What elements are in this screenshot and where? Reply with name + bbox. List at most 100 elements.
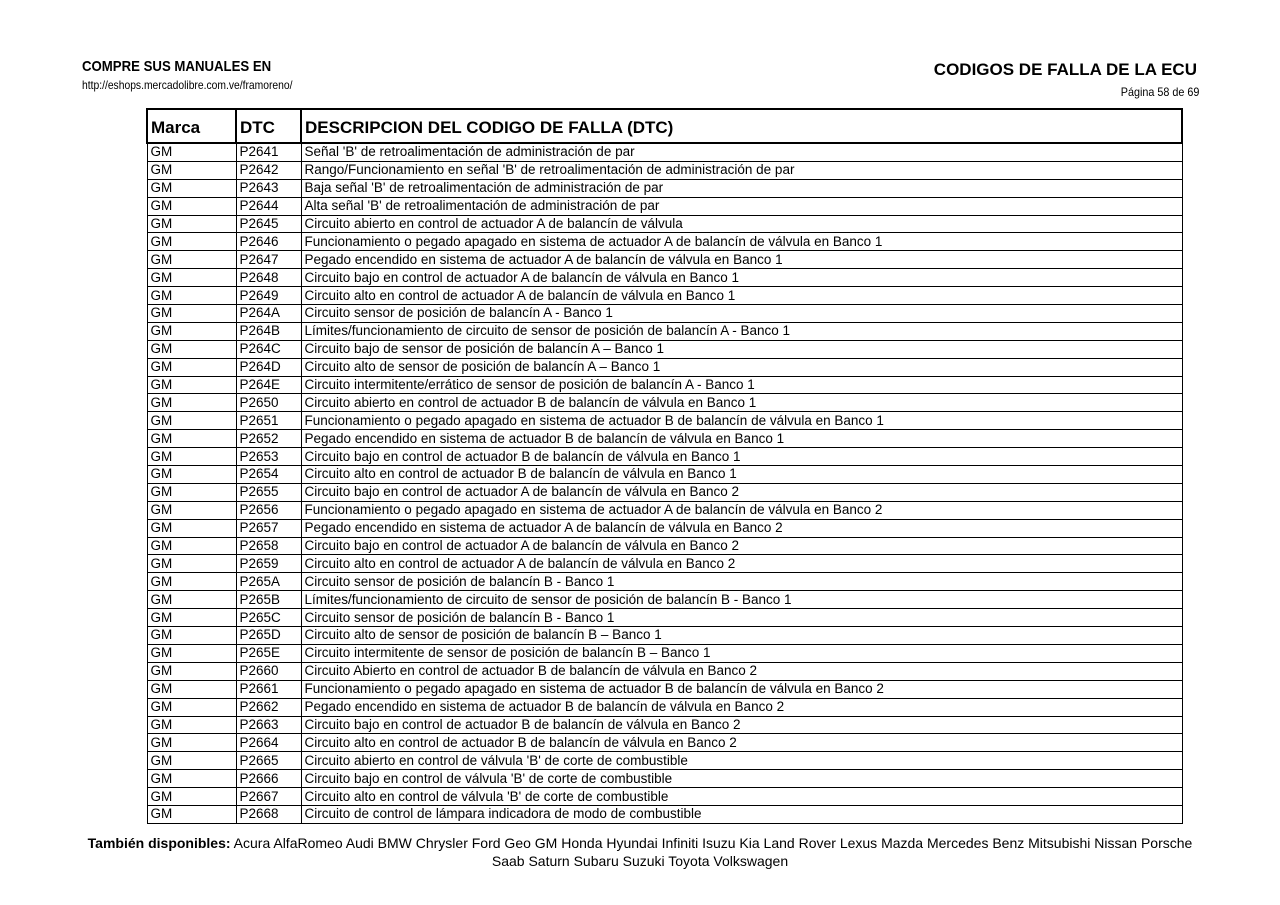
dtc-cell: P2658 bbox=[235, 536, 302, 556]
table-row: GM P2646 Funcionamiento o pegado apagado e… bbox=[146, 232, 1183, 252]
marca-cell: GM bbox=[146, 268, 237, 288]
description-cell: Circuito alto de sensor de posición de b… bbox=[300, 357, 1183, 377]
table-row: GM P2660 Circuito Abierto en control de ac… bbox=[146, 661, 1183, 681]
table-row: GM P2667 Circuito alto en control de válvu… bbox=[146, 787, 1183, 806]
table-row: GM P2652 Pegado encendido en sistema de ac… bbox=[146, 429, 1183, 449]
description-cell: Circuito Abierto en control de actuador … bbox=[300, 661, 1183, 681]
description-cell: Circuito alto en control de actuador B d… bbox=[300, 733, 1183, 753]
dtc-cell: P2660 bbox=[235, 661, 302, 681]
description-cell: Circuito abierto en control de actuador … bbox=[300, 214, 1183, 234]
description-cell: Baja señal 'B' de retroalimentación de a… bbox=[300, 178, 1183, 198]
dtc-cell: P2643 bbox=[235, 178, 302, 198]
dtc-cell: P2667 bbox=[235, 787, 302, 806]
page-number: Página 58 de 69 bbox=[1120, 85, 1199, 99]
marca-cell: GM bbox=[146, 804, 237, 824]
description-cell: Circuito alto en control de actuador B d… bbox=[300, 465, 1183, 484]
dtc-cell: P264E bbox=[235, 375, 302, 395]
dtc-cell: P2642 bbox=[235, 160, 302, 180]
description-cell: Circuito bajo en control de actuador B d… bbox=[300, 447, 1183, 467]
description-cell: Circuito bajo de sensor de posición de b… bbox=[300, 339, 1183, 359]
description-cell: Límites/funcionamiento de circuito de se… bbox=[300, 321, 1183, 341]
dtc-cell: P2644 bbox=[235, 196, 302, 216]
table-row: GM P2664 Circuito alto en control de actua… bbox=[146, 733, 1183, 753]
table-row: GM P2650 Circuito abierto en control de ac… bbox=[146, 393, 1183, 413]
description-cell: Circuito bajo en control de actuador B d… bbox=[300, 715, 1183, 735]
table-row: GM P2656 Funcionamiento o pegado apagado e… bbox=[146, 500, 1183, 520]
description-cell: Circuito alto de sensor de posición de b… bbox=[300, 626, 1183, 645]
table-row: GM P265D Circuito alto de sensor de posici… bbox=[146, 626, 1183, 645]
marca-cell: GM bbox=[146, 357, 237, 377]
marca-cell: GM bbox=[146, 429, 237, 449]
description-cell: Funcionamiento o pegado apagado en siste… bbox=[300, 232, 1183, 252]
table-row: GM P2666 Circuito bajo en control de válvu… bbox=[146, 769, 1183, 789]
dtc-cell: P2648 bbox=[235, 268, 302, 288]
description-cell: Funcionamiento o pegado apagado en siste… bbox=[300, 500, 1183, 520]
table-row: GM P264E Circuito intermitente/errático de… bbox=[146, 375, 1183, 395]
marca-cell: GM bbox=[146, 572, 237, 592]
marca-cell: GM bbox=[146, 500, 237, 520]
table-row: GM P264C Circuito bajo de sensor de posici… bbox=[146, 339, 1183, 359]
description-cell: Circuito intermitente de sensor de posic… bbox=[300, 643, 1183, 663]
description-cell: Circuito alto en control de válvula 'B' … bbox=[300, 787, 1183, 806]
table-row: GM P2657 Pegado encendido en sistema de ac… bbox=[146, 518, 1183, 538]
footer: También disponibles: Acura AlfaRomeo Aud… bbox=[80, 834, 1200, 870]
store-url: http://eshops.mercadolibre.com.ve/framor… bbox=[82, 78, 293, 92]
marca-cell: GM bbox=[146, 339, 237, 359]
description-cell: Funcionamiento o pegado apagado en siste… bbox=[300, 679, 1183, 699]
marca-cell: GM bbox=[146, 697, 237, 717]
dtc-cell: P264B bbox=[235, 321, 302, 341]
dtc-cell: P264D bbox=[235, 357, 302, 377]
table-row: GM P2651 Funcionamiento o pegado apagado e… bbox=[146, 411, 1183, 431]
dtc-cell: P265A bbox=[235, 572, 302, 592]
dtc-cell: P265E bbox=[235, 643, 302, 663]
description-cell: Circuito alto en control de actuador A d… bbox=[300, 554, 1183, 574]
dtc-cell: P2646 bbox=[235, 232, 302, 252]
description-cell: Circuito bajo en control de actuador A d… bbox=[300, 482, 1183, 502]
table-row: GM P2668 Circuito de control de lámpara in… bbox=[146, 804, 1183, 824]
dtc-cell: P265B bbox=[235, 590, 302, 610]
marca-cell: GM bbox=[146, 751, 237, 771]
table-row: GM P2642 Rango/Funcionamiento en señal 'B'… bbox=[146, 160, 1183, 180]
marca-cell: GM bbox=[146, 733, 237, 753]
table-row: GM P2641 Señal 'B' de retroalimentación de… bbox=[146, 142, 1183, 162]
description-cell: Pegado encendido en sistema de actuador … bbox=[300, 697, 1183, 717]
description-cell: Circuito bajo en control de actuador A d… bbox=[300, 268, 1183, 288]
table-header-row: Marca DTC DESCRIPCION DEL CODIGO DE FALL… bbox=[146, 108, 1183, 144]
description-cell: Circuito bajo en control de válvula 'B' … bbox=[300, 769, 1183, 789]
table-row: GM P265A Circuito sensor de posición de ba… bbox=[146, 572, 1183, 592]
dtc-cell: P2662 bbox=[235, 697, 302, 717]
dtc-cell: P2656 bbox=[235, 500, 302, 520]
marca-cell: GM bbox=[146, 447, 237, 467]
header-description: DESCRIPCION DEL CODIGO DE FALLA (DTC) bbox=[300, 108, 1183, 144]
marca-cell: GM bbox=[146, 375, 237, 395]
description-cell: Circuito abierto en control de válvula '… bbox=[300, 751, 1183, 771]
description-cell: Señal 'B' de retroalimentación de admini… bbox=[300, 142, 1183, 162]
dtc-cell: P2661 bbox=[235, 679, 302, 699]
marca-cell: GM bbox=[146, 536, 237, 556]
dtc-cell: P2666 bbox=[235, 769, 302, 789]
marca-cell: GM bbox=[146, 787, 237, 806]
marca-cell: GM bbox=[146, 304, 237, 323]
description-cell: Pegado encendido en sistema de actuador … bbox=[300, 429, 1183, 449]
dtc-cell: P265C bbox=[235, 608, 302, 628]
marca-cell: GM bbox=[146, 643, 237, 663]
description-cell: Circuito sensor de posición de balancín … bbox=[300, 572, 1183, 592]
description-cell: Funcionamiento o pegado apagado en siste… bbox=[300, 411, 1183, 431]
table-row: GM P2654 Circuito alto en control de actua… bbox=[146, 465, 1183, 484]
table-row: GM P2658 Circuito bajo en control de actua… bbox=[146, 536, 1183, 556]
table-row: GM P2645 Circuito abierto en control de ac… bbox=[146, 214, 1183, 234]
table-row: GM P2661 Funcionamiento o pegado apagado e… bbox=[146, 679, 1183, 699]
table-row: GM P265E Circuito intermitente de sensor d… bbox=[146, 643, 1183, 663]
description-cell: Circuito intermitente/errático de sensor… bbox=[300, 375, 1183, 395]
dtc-cell: P2659 bbox=[235, 554, 302, 574]
marca-cell: GM bbox=[146, 142, 237, 162]
marca-cell: GM bbox=[146, 178, 237, 198]
table-row: GM P265B Límites/funcionamiento de circuit… bbox=[146, 590, 1183, 610]
dtc-cell: P2645 bbox=[235, 214, 302, 234]
marca-cell: GM bbox=[146, 482, 237, 502]
table-row: GM P264B Límites/funcionamiento de circuit… bbox=[146, 321, 1183, 341]
dtc-cell: P264A bbox=[235, 304, 302, 323]
table-row: GM P2653 Circuito bajo en control de actua… bbox=[146, 447, 1183, 467]
table-row: GM P2665 Circuito abierto en control de vá… bbox=[146, 751, 1183, 771]
dtc-cell: P2668 bbox=[235, 804, 302, 824]
